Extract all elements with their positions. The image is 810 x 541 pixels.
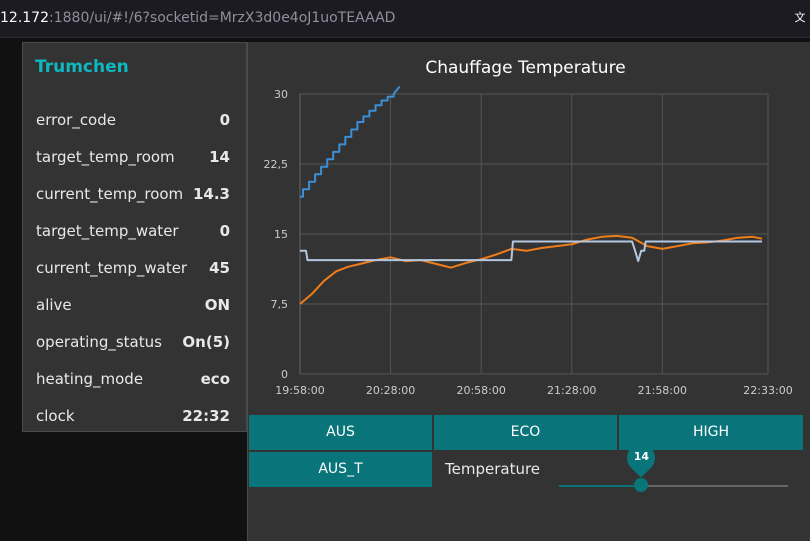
y-tick-label: 7,5: [271, 298, 289, 311]
status-row-value: ON: [204, 296, 230, 314]
series-line-2: [300, 240, 762, 263]
status-row-label: current_temp_room: [36, 185, 184, 203]
status-row-label: heating_mode: [36, 370, 144, 388]
status-row-target-temp-water: target_temp_water 0: [36, 220, 230, 244]
aus-t-button[interactable]: AUS_T: [249, 452, 432, 487]
status-row-label: alive: [36, 296, 72, 314]
slider-value: 14: [633, 450, 650, 463]
nav-gutter: [0, 38, 22, 541]
chart-panel: Chauffage Temperature 0 7,5 15 22,5 30 19:58:…: [247, 42, 810, 541]
status-row-value: 14: [209, 148, 230, 166]
status-row-current-temp-water: current_temp_water 45: [36, 257, 230, 281]
y-tick-label: 0: [281, 368, 288, 381]
status-row-value: On(5): [182, 333, 230, 351]
status-row-current-temp-room: current_temp_room 14.3: [36, 183, 230, 207]
status-row-label: error_code: [36, 111, 116, 129]
status-row-label: target_temp_water: [36, 222, 179, 240]
high-button[interactable]: HIGH: [619, 415, 803, 450]
status-row-value: 0: [219, 222, 230, 240]
status-row-value: eco: [200, 370, 230, 388]
status-card: Trumchen error_code 0 target_temp_room 14 cu…: [22, 42, 247, 432]
x-tick-label: 21:58:00: [638, 384, 687, 397]
status-row-clock: clock 22:32: [36, 405, 230, 429]
x-tick-label: 20:58:00: [456, 384, 505, 397]
url-path: :1880/ui/#!/6?socketid=MrzX3d0e4oJ1uoTEA…: [49, 10, 396, 26]
y-tick-label: 22,5: [264, 158, 289, 171]
status-row-label: target_temp_room: [36, 148, 175, 166]
status-row-heating-mode: heating_mode eco: [36, 368, 230, 392]
x-tick-label: 21:28:00: [547, 384, 596, 397]
series-line-1: [299, 234, 763, 305]
status-row-label: clock: [36, 407, 75, 425]
status-row-error-code: error_code 0: [36, 109, 230, 133]
temperature-chart: 0 7,5 15 22,5 30 19:58:00 20:28:00 20:58:00 21:2…: [264, 85, 793, 397]
eco-button[interactable]: ECO: [434, 415, 617, 450]
status-row-value: 45: [209, 259, 230, 277]
status-row-value: 14.3: [192, 185, 230, 203]
browser-url-bar[interactable]: 12.172:1880/ui/#!/6?socketid=MrzX3d0e4oJ…: [0, 0, 810, 38]
card-title: Trumchen: [35, 57, 129, 77]
x-tick-label: 20:28:00: [366, 384, 415, 397]
status-row-label: operating_status: [36, 333, 162, 351]
translate-icon[interactable]: 文: [794, 11, 806, 24]
status-row-operating-status: operating_status On(5): [36, 331, 230, 355]
status-row-label: current_temp_water: [36, 259, 188, 277]
status-row-target-temp-room: target_temp_room 14: [36, 146, 230, 170]
url-text[interactable]: 12.172:1880/ui/#!/6?socketid=MrzX3d0e4oJ…: [0, 10, 395, 26]
chart-title: Chauffage Temperature: [425, 58, 626, 78]
temperature-label: Temperature: [445, 460, 541, 478]
aus-button[interactable]: AUS: [249, 415, 432, 450]
x-tick-label: 19:58:00: [275, 384, 324, 397]
status-row-value: 0: [219, 111, 230, 129]
slider-thumb[interactable]: [634, 478, 649, 492]
url-host: 12.172: [0, 10, 49, 26]
temperature-slider-track[interactable]: [559, 485, 788, 487]
status-row-alive: alive ON: [36, 294, 230, 318]
status-row-value: 22:32: [182, 407, 230, 425]
x-tick-label: 22:33:00: [743, 384, 792, 397]
series-line-0: [300, 85, 401, 198]
dashboard-page: Trumchen error_code 0 target_temp_room 14 cu…: [0, 38, 810, 541]
y-tick-label: 15: [274, 228, 288, 241]
slider-fill: [559, 485, 642, 487]
y-tick-label: 30: [274, 88, 288, 101]
